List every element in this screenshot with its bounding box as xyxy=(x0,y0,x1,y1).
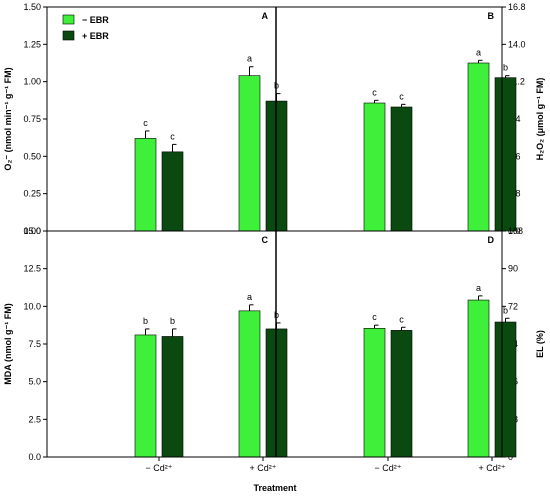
x-axis-title: Treatment xyxy=(253,483,296,493)
bar xyxy=(390,106,413,232)
significance-letter: a xyxy=(247,292,252,302)
y-axis-label: O₂⁻ (nmol min⁻¹ g⁻¹ FM) xyxy=(3,67,13,170)
panel-label: C xyxy=(262,235,269,245)
bar xyxy=(467,62,490,232)
y-tick-label: 10.0 xyxy=(23,301,41,311)
bar xyxy=(134,334,157,458)
y-axis-label: H₂O₂ (μmol g⁻¹ FM) xyxy=(535,78,545,161)
legend-swatch xyxy=(62,30,75,41)
y-tick-label: 0.00 xyxy=(23,226,41,236)
panel-label: A xyxy=(262,11,269,21)
panel-label: D xyxy=(488,235,495,245)
bar xyxy=(161,336,184,458)
y-tick-label: 15.0 xyxy=(23,226,41,236)
significance-letter: c xyxy=(372,312,377,322)
frame xyxy=(46,6,503,458)
significance-letter: c xyxy=(143,118,148,128)
y-tick-label: 12.5 xyxy=(23,264,41,274)
significance-letter: a xyxy=(476,47,481,57)
bar xyxy=(467,299,490,458)
outer-frame xyxy=(46,6,503,458)
y-tick-label: 16.8 xyxy=(508,2,526,12)
legend-label: − EBR xyxy=(82,15,109,25)
y-tick-label: 0.75 xyxy=(23,114,41,124)
legend: − EBR + EBR xyxy=(62,14,109,41)
bar xyxy=(494,321,517,458)
significance-letter: b xyxy=(503,63,508,73)
y-axis-label: EL (%) xyxy=(535,330,545,358)
bar xyxy=(363,328,386,458)
y-tick-label: 1.25 xyxy=(23,39,41,49)
significance-letter: c xyxy=(399,91,404,101)
y-tick-label: 5.0 xyxy=(28,377,41,387)
y-tick-label: 14.0 xyxy=(508,39,526,49)
y-tick-label: 11.2 xyxy=(508,77,525,87)
x-tick-label: − Cd²⁺ xyxy=(374,463,401,473)
panel-label: B xyxy=(488,11,495,21)
x-tick-label: + Cd²⁺ xyxy=(478,463,505,473)
bar xyxy=(363,102,386,232)
y-tick-label: 90 xyxy=(508,264,518,274)
significance-letter: b xyxy=(143,316,148,326)
x-tick-label: − Cd²⁺ xyxy=(145,463,172,473)
y-tick-label: 108 xyxy=(508,226,523,236)
significance-letter: b xyxy=(503,305,508,315)
y-axis-label: MDA (nmol g⁻¹ FM) xyxy=(3,303,13,384)
y-tick-label: 2.5 xyxy=(28,414,41,424)
legend-label: + EBR xyxy=(82,31,109,41)
y-tick-label: 0.25 xyxy=(23,189,41,199)
x-tick-label: + Cd²⁺ xyxy=(249,463,276,473)
bar xyxy=(238,310,261,458)
bar xyxy=(161,151,184,232)
y-tick-label: 1.50 xyxy=(23,2,41,12)
significance-letter: a xyxy=(247,54,252,64)
significance-letter: a xyxy=(476,283,481,293)
bar xyxy=(238,75,261,232)
y-tick-label: 1.00 xyxy=(23,77,41,87)
y-tick-label: 0.50 xyxy=(23,151,41,161)
bar xyxy=(134,138,157,232)
legend-swatch xyxy=(62,14,75,25)
significance-letter: c xyxy=(372,87,377,97)
panel-A: 0.00 0.25 0.50 0.75 1.00 1.25 1.50 O₂⁻ (nmol mi… xyxy=(3,2,288,236)
significance-letter: b xyxy=(170,316,175,326)
y-tick-label: 72 xyxy=(508,301,518,311)
panels-group: 0.00 0.25 0.50 0.75 1.00 1.25 1.50 O₂⁻ (nmol mi… xyxy=(3,2,545,473)
significance-letter: c xyxy=(170,131,175,141)
significance-letter: c xyxy=(399,314,404,324)
bar xyxy=(390,330,413,458)
bar xyxy=(494,77,517,232)
y-tick-label: 7.5 xyxy=(28,339,41,349)
y-tick-label: 0.0 xyxy=(28,452,41,462)
